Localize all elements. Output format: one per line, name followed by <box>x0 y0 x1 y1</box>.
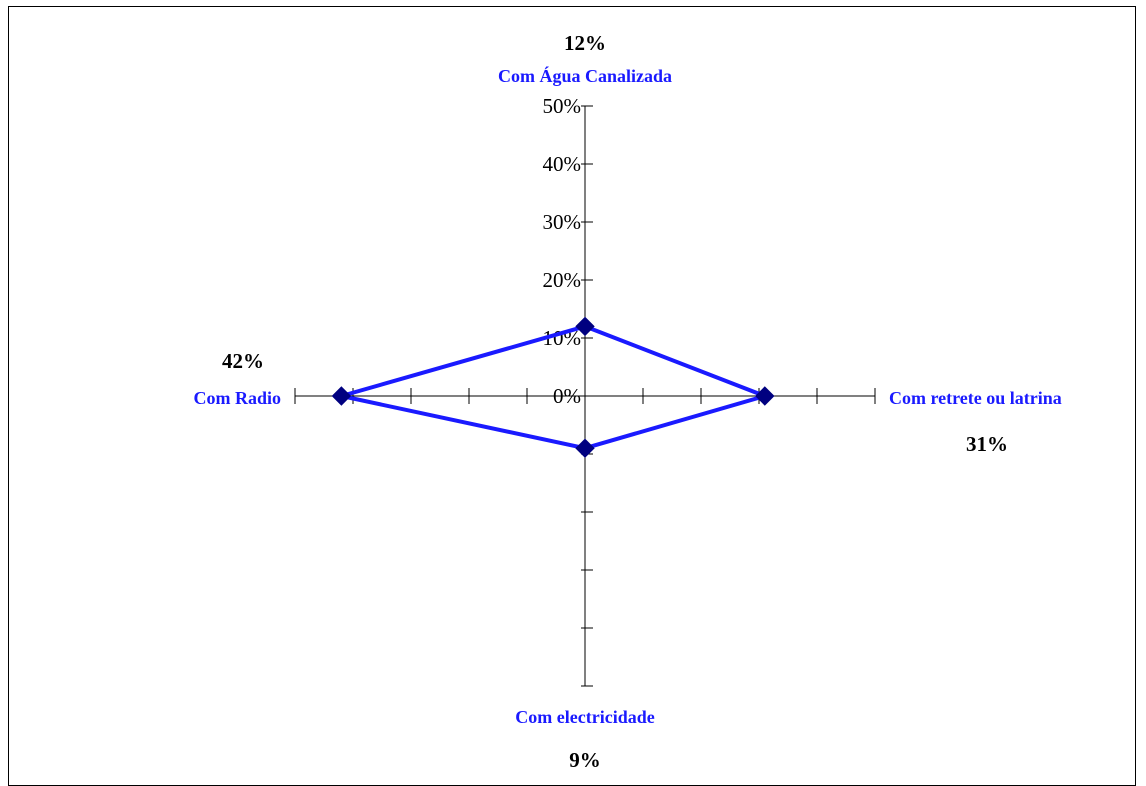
category-label-radio: Com Radio <box>193 388 281 408</box>
category-label-retrete: Com retrete ou latrina <box>889 388 1062 408</box>
category-labels: Com Água Canalizada Com retrete ou latrin… <box>193 65 1061 727</box>
value-label-electricidade: 9% <box>569 748 601 772</box>
data-series <box>331 316 775 458</box>
value-labels: 12% 31% 9% 42% <box>222 31 1008 772</box>
axes <box>294 105 876 687</box>
data-point-marker <box>755 386 775 406</box>
category-label-electricidade: Com electricidade <box>515 707 654 727</box>
data-point-marker <box>575 438 595 458</box>
value-label-agua: 12% <box>564 31 606 55</box>
axis-tick-label: 30% <box>543 210 582 234</box>
value-label-radio: 42% <box>222 349 264 373</box>
axis-tick-label: 0% <box>553 384 581 408</box>
axis-tick-label: 20% <box>543 268 582 292</box>
axis-tick-label: 50% <box>543 94 582 118</box>
category-label-agua: Com Água Canalizada <box>498 65 672 86</box>
data-point-marker <box>575 316 595 337</box>
value-label-retrete: 31% <box>966 432 1008 456</box>
axis-tick-label: 40% <box>543 152 582 176</box>
axis-tick-labels: 0%10%20%30%40%50% <box>543 94 582 408</box>
data-point-marker <box>331 386 352 406</box>
